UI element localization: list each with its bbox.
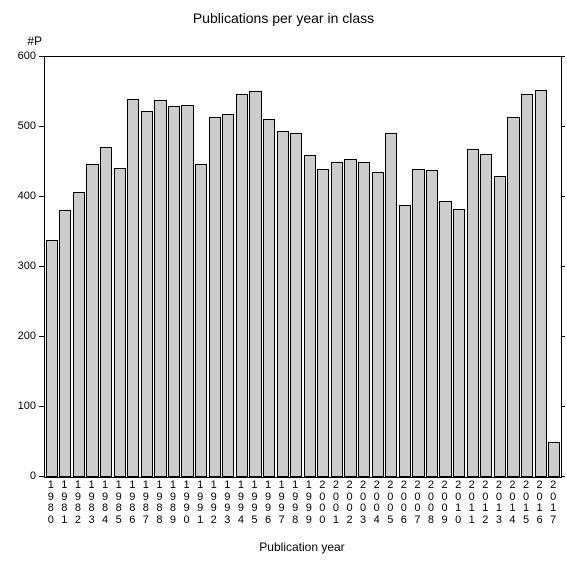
- bar: [290, 133, 302, 477]
- bar: [412, 169, 424, 477]
- bar: [494, 176, 506, 477]
- x-tick-label: 1984: [98, 480, 112, 526]
- bar: [249, 91, 261, 477]
- chart-container: Publications per year in class #P 0 100 20…: [0, 0, 567, 567]
- bar: [236, 94, 248, 477]
- bar: [263, 119, 275, 477]
- bar: [467, 149, 479, 477]
- chart-title: Publications per year in class: [0, 10, 567, 26]
- x-tick-label: 1995: [248, 480, 262, 526]
- x-tick-label: 2016: [533, 480, 547, 526]
- x-tick-label: 1999: [302, 480, 316, 526]
- x-tick-label: 1982: [71, 480, 85, 526]
- x-tick-label: 1992: [207, 480, 221, 526]
- bar: [46, 240, 58, 477]
- x-tick-label: 2013: [492, 480, 506, 526]
- x-axis-label: Publication year: [44, 540, 560, 554]
- x-tick-label: 1983: [85, 480, 99, 526]
- bar: [73, 192, 85, 477]
- x-tick-label: 1985: [112, 480, 126, 526]
- x-tick-label: 1981: [58, 480, 72, 526]
- y-tick-label: 200: [6, 330, 36, 342]
- x-tick-label: 1990: [180, 480, 194, 526]
- y-tick-label: 400: [6, 190, 36, 202]
- bar: [277, 131, 289, 478]
- bar: [100, 147, 112, 477]
- x-tick-label: 2008: [424, 480, 438, 526]
- x-tick-label: 1980: [44, 480, 58, 526]
- x-tick-label: 1997: [275, 480, 289, 526]
- x-tick-label: 2014: [506, 480, 520, 526]
- bar: [358, 162, 370, 477]
- x-tick-label: 2001: [329, 480, 343, 526]
- bar: [385, 133, 397, 477]
- x-tick-label: 1994: [234, 480, 248, 526]
- x-tick-label: 1989: [166, 480, 180, 526]
- bar: [86, 164, 98, 477]
- x-tick-label: 1987: [139, 480, 153, 526]
- x-tick-label: 2015: [519, 480, 533, 526]
- bar: [535, 90, 547, 477]
- x-tick-label: 2007: [411, 480, 425, 526]
- y-tick-label: 600: [6, 50, 36, 62]
- x-tick-label: 2006: [397, 480, 411, 526]
- x-tick-label: 1986: [125, 480, 139, 526]
- y-tick-label: 500: [6, 120, 36, 132]
- x-tick-label: 2017: [546, 480, 560, 526]
- x-tick-label: 2004: [370, 480, 384, 526]
- bar: [521, 94, 533, 477]
- x-tick-label: 1998: [288, 480, 302, 526]
- x-tick-label: 2012: [479, 480, 493, 526]
- bar: [195, 164, 207, 477]
- bar: [399, 205, 411, 477]
- x-tick-label: 2011: [465, 480, 479, 526]
- bar: [331, 162, 343, 477]
- bar: [114, 168, 126, 477]
- bar: [480, 154, 492, 477]
- x-tick-label: 2000: [316, 480, 330, 526]
- bar: [317, 169, 329, 477]
- x-tick-label: 1991: [193, 480, 207, 526]
- bar: [304, 155, 316, 477]
- bar: [372, 172, 384, 477]
- y-tick-label: 0: [6, 470, 36, 482]
- y-axis-label: #P: [12, 34, 42, 48]
- bar: [426, 170, 438, 477]
- bar: [141, 111, 153, 477]
- x-tick-label: 1993: [221, 480, 235, 526]
- y-tick-label: 300: [6, 260, 36, 272]
- bar: [344, 159, 356, 477]
- x-tick-label: 2002: [343, 480, 357, 526]
- bar: [59, 210, 71, 477]
- bar: [548, 442, 560, 477]
- x-tick-label: 2003: [356, 480, 370, 526]
- x-tick-label: 2009: [438, 480, 452, 526]
- bar: [154, 100, 166, 477]
- bar: [181, 105, 193, 477]
- bar: [439, 201, 451, 478]
- x-tick-label: 1988: [153, 480, 167, 526]
- bar: [222, 114, 234, 477]
- bar: [507, 117, 519, 478]
- bar: [209, 117, 221, 478]
- plot-area: [44, 56, 562, 478]
- x-tick-label: 2005: [383, 480, 397, 526]
- bar: [453, 209, 465, 477]
- x-tick-label: 1996: [261, 480, 275, 526]
- bar: [168, 106, 180, 477]
- y-tick-label: 100: [6, 400, 36, 412]
- bar: [127, 99, 139, 477]
- x-tick-label: 2010: [451, 480, 465, 526]
